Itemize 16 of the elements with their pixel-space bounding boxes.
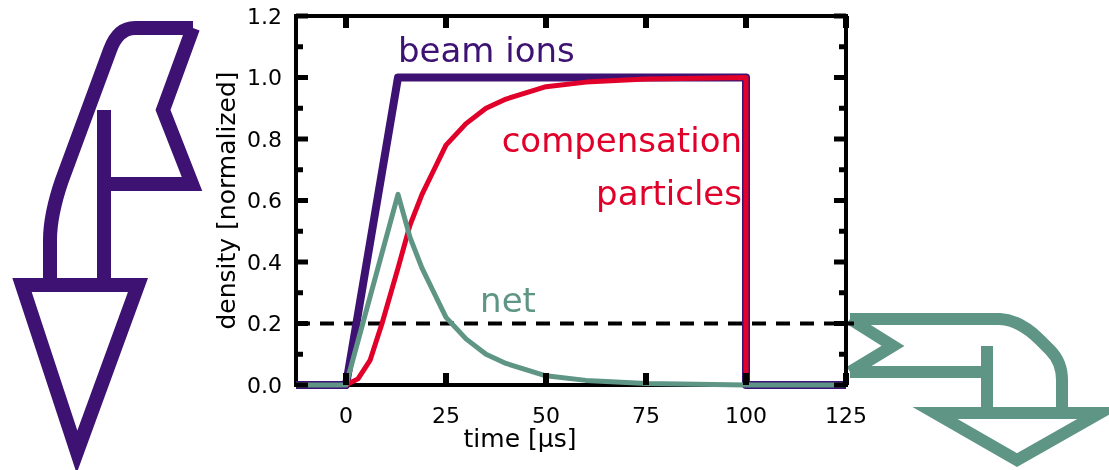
y-tick-label: 0.8 (247, 126, 282, 152)
series-label: beam ions (398, 30, 575, 70)
y-tick-label: 0.2 (247, 311, 282, 337)
y-tick-label: 0.0 (247, 372, 282, 398)
series-label: compensation particles (501, 120, 742, 213)
y-tick-label: 1.0 (247, 65, 282, 91)
x-tick-label: 125 (825, 403, 867, 428)
x-tick-label: 100 (725, 403, 767, 428)
series-label: net (480, 280, 536, 320)
x-tick-label: 0 (339, 403, 353, 428)
x-tick-label: 75 (632, 403, 660, 428)
y-tick-label: 0.6 (247, 188, 282, 214)
y-axis-title: density [normalized] (211, 71, 241, 330)
y-tick-label: 1.2 (247, 3, 282, 29)
y-tick-label: 0.4 (247, 249, 282, 275)
x-tick-label: 25 (432, 403, 460, 428)
